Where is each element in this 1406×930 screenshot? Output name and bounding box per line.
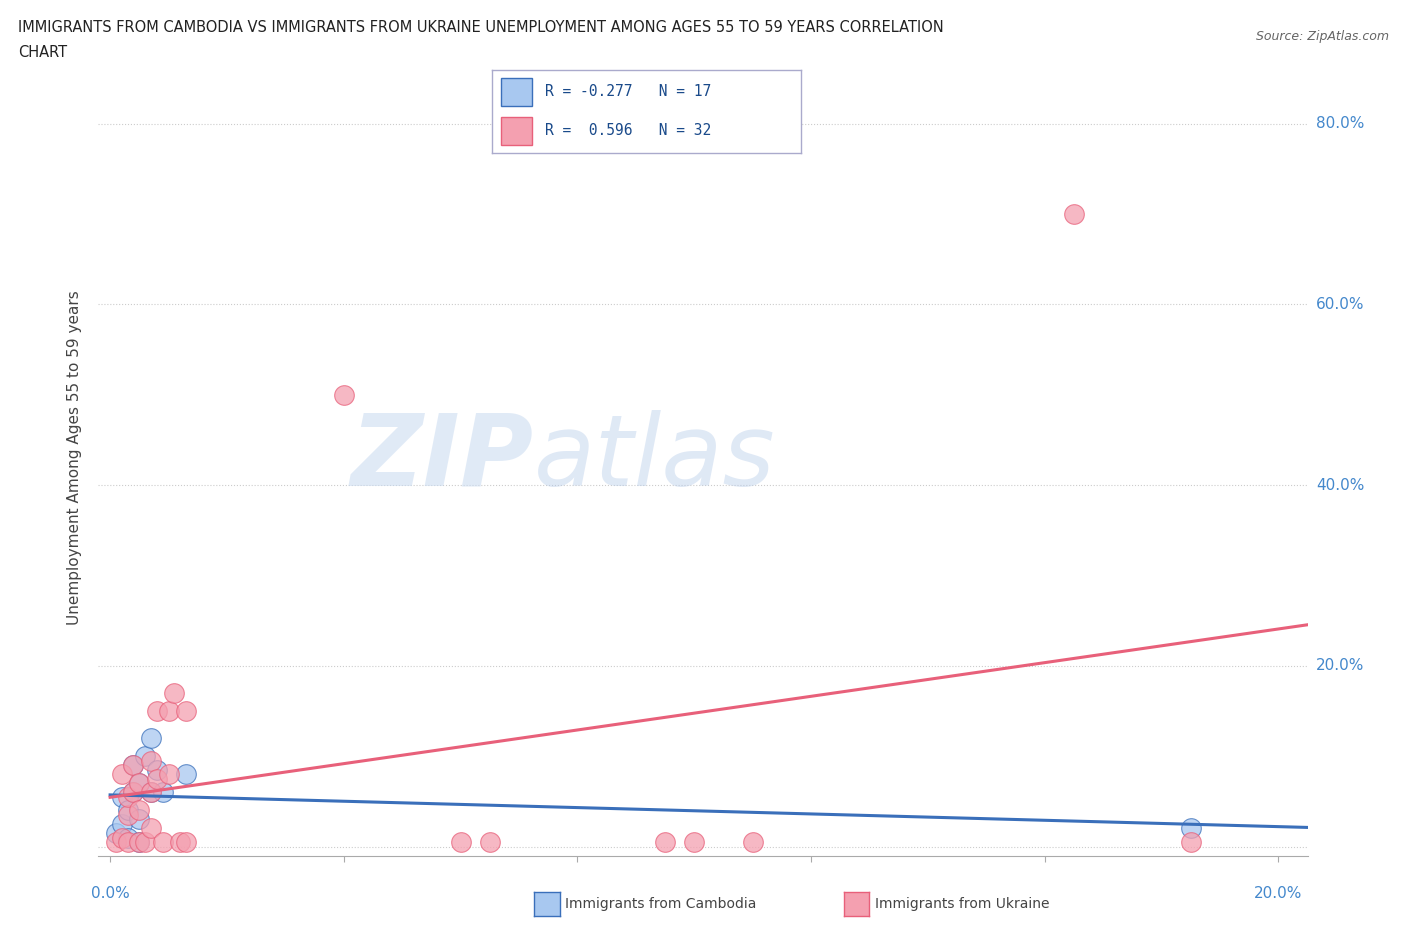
Point bbox=[122, 758, 145, 773]
Text: 80.0%: 80.0% bbox=[1316, 116, 1364, 131]
Point bbox=[146, 771, 169, 786]
Point bbox=[163, 685, 186, 700]
Point bbox=[111, 830, 134, 845]
Point bbox=[117, 790, 139, 804]
Point bbox=[450, 834, 472, 849]
Point bbox=[174, 834, 197, 849]
Text: atlas: atlas bbox=[534, 409, 775, 507]
Text: IMMIGRANTS FROM CAMBODIA VS IMMIGRANTS FROM UKRAINE UNEMPLOYMENT AMONG AGES 55 T: IMMIGRANTS FROM CAMBODIA VS IMMIGRANTS F… bbox=[18, 20, 943, 35]
Point bbox=[174, 704, 197, 719]
Point bbox=[128, 776, 150, 790]
Point bbox=[104, 826, 127, 841]
Text: Source: ZipAtlas.com: Source: ZipAtlas.com bbox=[1256, 30, 1389, 43]
Point bbox=[111, 817, 134, 831]
Point bbox=[654, 834, 676, 849]
Text: 20.0%: 20.0% bbox=[1316, 658, 1364, 673]
Text: Immigrants from Cambodia: Immigrants from Cambodia bbox=[565, 897, 756, 911]
Point bbox=[152, 785, 174, 800]
Point bbox=[152, 834, 174, 849]
Point bbox=[139, 785, 162, 800]
Bar bbox=[502, 117, 533, 145]
Point bbox=[122, 785, 145, 800]
Text: R = -0.277   N = 17: R = -0.277 N = 17 bbox=[544, 85, 711, 100]
Point bbox=[174, 767, 197, 782]
Point bbox=[157, 704, 180, 719]
Text: 20.0%: 20.0% bbox=[1254, 886, 1302, 901]
Point bbox=[111, 790, 134, 804]
Point bbox=[128, 812, 150, 827]
Point bbox=[122, 785, 145, 800]
Text: 40.0%: 40.0% bbox=[1316, 478, 1364, 493]
Point bbox=[1180, 821, 1202, 836]
Point bbox=[128, 834, 150, 849]
Text: Immigrants from Ukraine: Immigrants from Ukraine bbox=[875, 897, 1049, 911]
Point bbox=[134, 749, 156, 764]
Bar bbox=[502, 78, 533, 106]
Point bbox=[1063, 206, 1085, 221]
Point bbox=[157, 767, 180, 782]
Point bbox=[128, 803, 150, 817]
Point bbox=[146, 704, 169, 719]
Point bbox=[117, 803, 139, 817]
Point bbox=[683, 834, 706, 849]
Point bbox=[111, 767, 134, 782]
Text: ZIP: ZIP bbox=[350, 409, 534, 507]
Text: 60.0%: 60.0% bbox=[1316, 297, 1364, 312]
Point bbox=[139, 785, 162, 800]
Point bbox=[128, 834, 150, 849]
Point bbox=[128, 776, 150, 790]
Point bbox=[741, 834, 763, 849]
Point bbox=[104, 834, 127, 849]
Y-axis label: Unemployment Among Ages 55 to 59 years: Unemployment Among Ages 55 to 59 years bbox=[67, 291, 83, 625]
Text: 0.0%: 0.0% bbox=[91, 886, 129, 901]
Text: CHART: CHART bbox=[18, 45, 67, 60]
Point bbox=[117, 830, 139, 845]
Point bbox=[139, 753, 162, 768]
Point bbox=[169, 834, 191, 849]
Point bbox=[122, 758, 145, 773]
Point bbox=[117, 834, 139, 849]
Point bbox=[139, 731, 162, 746]
Point bbox=[117, 807, 139, 822]
Point bbox=[146, 763, 169, 777]
Point bbox=[1180, 834, 1202, 849]
Text: R =  0.596   N = 32: R = 0.596 N = 32 bbox=[544, 124, 711, 139]
Point bbox=[134, 834, 156, 849]
Point bbox=[139, 821, 162, 836]
Point bbox=[478, 834, 501, 849]
Point bbox=[332, 387, 354, 402]
